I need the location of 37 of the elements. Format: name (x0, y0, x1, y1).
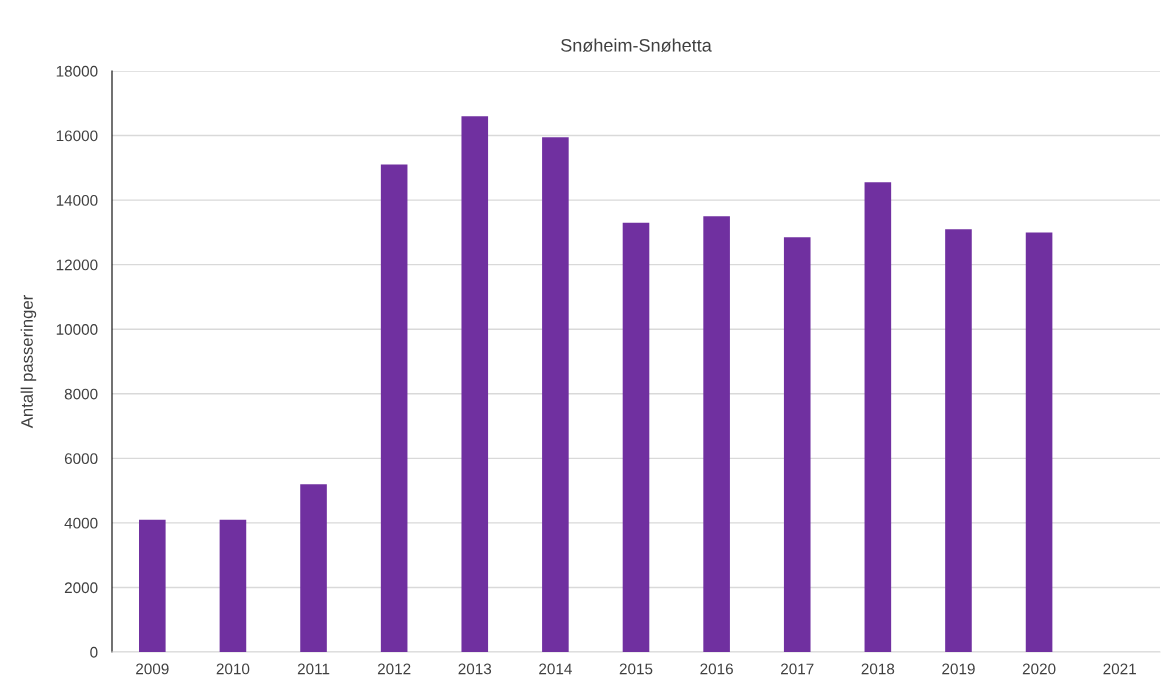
y-tick-label: 0 (90, 646, 98, 658)
x-tick-label: 2016 (700, 663, 733, 675)
y-axis-title: Antall passeringer (20, 295, 37, 429)
bar (703, 216, 730, 652)
bar (783, 237, 811, 652)
x-tick-label: 2019 (942, 663, 975, 675)
x-tick-label: 2012 (377, 663, 411, 675)
y-tick-label: 10000 (56, 324, 98, 335)
bar (461, 116, 489, 652)
bar (300, 484, 327, 652)
x-tick-label: 2014 (539, 663, 572, 675)
y-tick-label: 16000 (56, 130, 98, 142)
y-tick-label: 6000 (64, 453, 98, 465)
x-tick-label: 2017 (781, 663, 814, 675)
y-tick-label: 12000 (56, 259, 98, 271)
x-tick-label: 2011 (297, 663, 330, 675)
bar (864, 182, 892, 652)
x-tick-label: 2020 (1022, 663, 1056, 675)
chart-title: Snøheim-Snøhetta (561, 38, 712, 52)
bar (139, 519, 166, 652)
x-tick-label: 2021 (1103, 663, 1136, 675)
bar (542, 137, 569, 652)
x-tick-label: 2018 (861, 663, 895, 675)
x-tick-label: 2013 (458, 663, 492, 675)
x-tick-label: 2010 (216, 663, 250, 675)
x-tick-label: 2009 (136, 663, 169, 675)
bar (945, 229, 972, 652)
y-tick-label: 14000 (56, 194, 98, 206)
y-tick-label: 2000 (64, 582, 98, 594)
y-tick-label: 8000 (64, 388, 98, 400)
y-tick-label: 18000 (56, 65, 98, 77)
y-tick-label: 4000 (64, 517, 98, 529)
x-tick-label: 2015 (619, 663, 653, 675)
bar (219, 519, 247, 652)
bar (622, 222, 650, 652)
bar (1025, 232, 1053, 652)
bar (380, 164, 408, 652)
